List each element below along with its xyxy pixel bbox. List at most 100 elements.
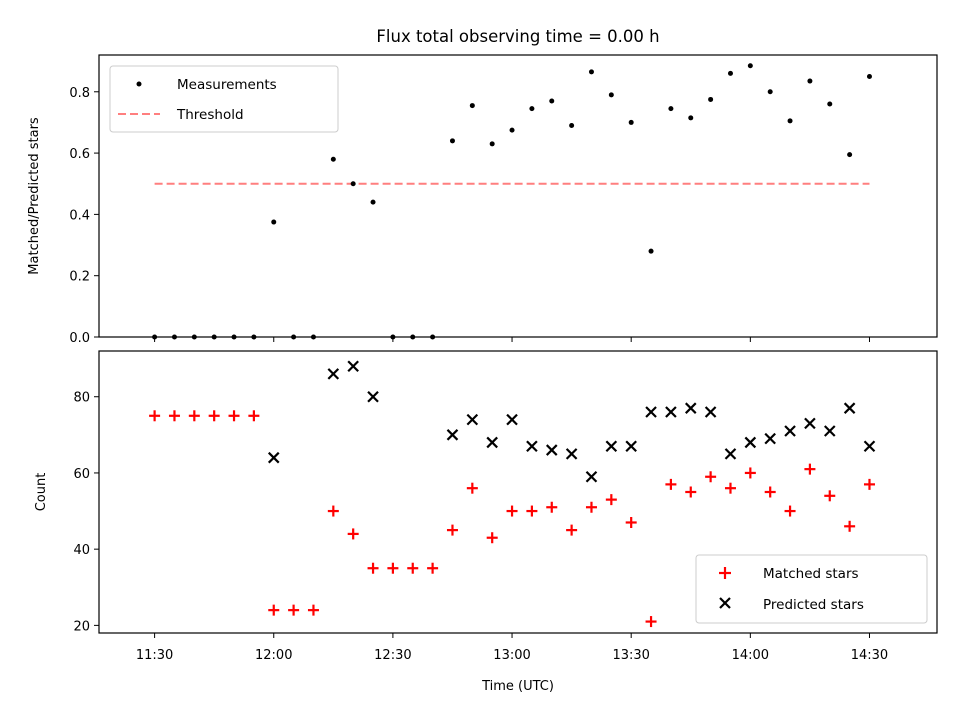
predicted-star-point bbox=[684, 402, 697, 414]
predicted-star-point bbox=[823, 425, 836, 437]
matched-star-point bbox=[566, 524, 578, 536]
bottom-y-tick-label: 40 bbox=[73, 543, 90, 558]
top-axis-ticks: 0.0 0.2 0.4 0.6 0.8 bbox=[69, 86, 870, 346]
top-y-axis-label: Matched/Predicted stars bbox=[27, 117, 42, 275]
measurement-point bbox=[251, 334, 257, 340]
bottom-axis-ticks: 20 40 60 80 11:30 12:00 12:30 13:00 13:30 14:00 14… bbox=[73, 391, 888, 663]
predicted-star-point bbox=[744, 436, 757, 449]
top-y-tick-label: 0.0 bbox=[69, 331, 90, 346]
matched-star-point bbox=[228, 410, 240, 422]
measurement-point bbox=[191, 334, 197, 340]
matched-star-point bbox=[764, 486, 776, 498]
predicted-star-point bbox=[585, 470, 598, 483]
predicted-star-point bbox=[804, 417, 816, 430]
legend-predicted-marker bbox=[719, 597, 731, 609]
matched-star-point bbox=[387, 562, 399, 574]
measurement-point bbox=[390, 334, 396, 340]
matched-star-point bbox=[288, 604, 300, 616]
matched-star-point bbox=[149, 410, 161, 422]
top-legend-box bbox=[109, 65, 339, 133]
x-tick-label: 12:30 bbox=[374, 648, 411, 663]
matched-star-point bbox=[486, 532, 498, 544]
measurement-point bbox=[370, 199, 376, 205]
matched-star-point bbox=[863, 478, 875, 490]
measurement-point bbox=[747, 63, 753, 69]
predicted-star-point bbox=[367, 390, 379, 403]
measurement-point bbox=[231, 334, 237, 340]
bottom-legend: Matched stars Predicted stars bbox=[695, 554, 928, 624]
measurement-point bbox=[211, 334, 217, 340]
predicted-star-point bbox=[784, 425, 796, 437]
measurement-point bbox=[827, 101, 833, 107]
measurement-point bbox=[847, 152, 853, 158]
predicted-star-point bbox=[486, 436, 498, 449]
legend-threshold-label: Threshold bbox=[176, 107, 244, 123]
bottom-plot-frame bbox=[98, 350, 938, 634]
measurement-point bbox=[588, 69, 594, 75]
measurement-point bbox=[549, 98, 555, 104]
predicted-star-point bbox=[645, 406, 657, 418]
matched-star-point bbox=[844, 520, 856, 532]
measurement-point bbox=[430, 334, 436, 340]
predicted-star-point bbox=[545, 444, 558, 456]
measurement-point bbox=[271, 219, 277, 225]
bottom-plot-data bbox=[149, 360, 876, 628]
matched-star-point bbox=[407, 562, 419, 574]
legend-predicted-label: Predicted stars bbox=[763, 597, 864, 613]
top-y-tick-label: 0.6 bbox=[69, 147, 90, 162]
predicted-star-point bbox=[506, 413, 518, 426]
bottom-legend-box bbox=[695, 554, 928, 624]
predicted-star-point bbox=[605, 440, 618, 453]
x-tick-label: 14:30 bbox=[851, 648, 888, 663]
measurement-point bbox=[489, 141, 495, 147]
matched-star-point bbox=[705, 471, 717, 483]
measurement-point bbox=[787, 118, 793, 124]
predicted-star-point bbox=[446, 429, 459, 441]
bottom-y-tick-label: 80 bbox=[73, 391, 90, 406]
legend-measurements-label: Measurements bbox=[177, 77, 277, 93]
legend-measurements-marker bbox=[136, 81, 142, 87]
top-plot: 0.00.20.40.60.8 Matched/Predicted stars … bbox=[27, 54, 938, 346]
predicted-star-point bbox=[625, 440, 637, 453]
predicted-star-point bbox=[347, 360, 359, 373]
matched-star-point bbox=[446, 524, 458, 536]
predicted-star-point bbox=[267, 451, 280, 464]
matched-star-point bbox=[168, 410, 180, 422]
legend-matched-marker bbox=[719, 567, 731, 579]
x-tick-label: 11:30 bbox=[136, 648, 173, 663]
matched-star-point bbox=[605, 494, 617, 506]
matched-star-point bbox=[665, 478, 677, 490]
matched-star-point bbox=[248, 410, 260, 422]
predicted-star-point bbox=[327, 368, 340, 380]
matched-star-point bbox=[367, 562, 379, 574]
matched-star-point bbox=[506, 505, 518, 517]
measurement-point bbox=[449, 138, 455, 144]
predicted-star-point bbox=[724, 448, 737, 460]
predicted-star-point bbox=[843, 402, 856, 414]
measurement-point bbox=[330, 156, 336, 162]
matched-star-point bbox=[526, 505, 538, 517]
measurement-point bbox=[648, 248, 654, 254]
top-plot-data bbox=[152, 63, 872, 340]
matched-star-point bbox=[268, 604, 280, 616]
predicted-star-point bbox=[863, 440, 876, 453]
measurement-point bbox=[608, 92, 614, 98]
predicted-star-point bbox=[466, 413, 479, 426]
predicted-star-point bbox=[565, 448, 578, 460]
bottom-plot: 20 40 60 80 11:30 12:00 12:30 13:00 13:30 14:00 14… bbox=[34, 350, 938, 694]
top-y-tick-label: 0.4 bbox=[69, 208, 90, 223]
chart-title: Flux total observing time = 0.00 h bbox=[376, 27, 659, 46]
measurement-point bbox=[569, 123, 575, 128]
matched-star-point bbox=[804, 463, 816, 475]
matched-star-point bbox=[724, 482, 736, 494]
measurement-point bbox=[469, 103, 475, 109]
bottom-y-tick-label: 60 bbox=[73, 467, 90, 482]
matched-star-point bbox=[685, 486, 697, 498]
measurement-point bbox=[628, 119, 634, 125]
predicted-star-point bbox=[764, 432, 776, 445]
matched-star-point bbox=[784, 505, 796, 517]
measurement-point bbox=[767, 89, 773, 95]
bottom-y-tick-label: 20 bbox=[73, 619, 90, 634]
matched-star-point bbox=[585, 501, 597, 513]
matched-star-point bbox=[744, 467, 756, 479]
